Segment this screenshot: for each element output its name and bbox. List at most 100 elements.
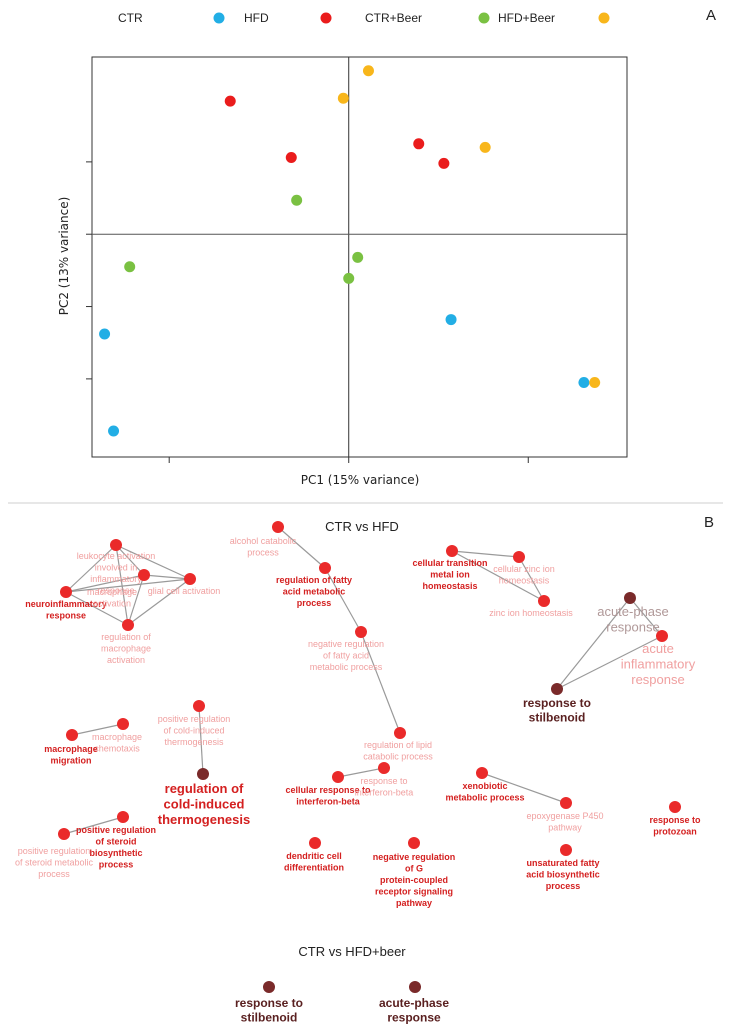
legend-marker xyxy=(598,12,610,24)
network-edge xyxy=(65,574,145,593)
network-node-label: inflammatory xyxy=(621,657,696,672)
network-node-label: differentiation xyxy=(284,863,344,873)
network-node-label: thermogenesis xyxy=(164,737,224,747)
data-point xyxy=(291,194,303,206)
network-node-label: macrophage xyxy=(101,644,151,654)
network-node-label: involved in xyxy=(95,563,138,573)
network-edge xyxy=(556,635,663,690)
network-node-dot xyxy=(378,762,390,774)
network-node: leukocyte activation involved ininflammat… xyxy=(77,539,156,596)
network-node-label: acute xyxy=(642,641,674,656)
panel-a-letter: A xyxy=(706,7,716,24)
network-node-label: process xyxy=(38,869,70,879)
network-node: cellular response to interferon-beta xyxy=(285,771,371,807)
network-edge xyxy=(277,526,326,569)
network-node-label: response to xyxy=(360,776,407,786)
network-node-label: neuroinflammatory xyxy=(25,599,107,609)
network-node-label: response xyxy=(97,586,134,596)
network-node-dot xyxy=(122,619,134,631)
network-node-label: positive regulation xyxy=(76,825,156,835)
network-node-label: of cold-induced xyxy=(163,726,224,736)
network-node-label: homeostasis xyxy=(499,576,550,586)
network-title-ctr-vs-hfd-beer: CTR vs HFD+beer xyxy=(298,944,406,959)
network-node-dot xyxy=(309,837,321,849)
network-edge xyxy=(65,578,191,593)
network-node-dot xyxy=(58,828,70,840)
network-node-label: metal ion xyxy=(430,570,470,580)
network-node-label: process xyxy=(297,598,332,608)
network-node-label: acute-phase xyxy=(379,996,449,1010)
network-node-label: negative regulation xyxy=(373,852,456,862)
network-node: xenobiotic metabolic process xyxy=(445,767,525,803)
network-node-label: interferon-beta xyxy=(355,788,414,798)
network-node-dot xyxy=(409,981,421,993)
network-node: cellular zinc ion homeostasis xyxy=(493,551,555,586)
network-node-dot xyxy=(538,595,550,607)
network-edge xyxy=(115,544,191,580)
network-node: positive regulation of steroid metabolicp… xyxy=(15,828,94,879)
network-edge xyxy=(451,550,545,602)
data-point xyxy=(224,95,236,107)
network-edge xyxy=(629,597,663,637)
network-title-ctr-vs-hfd: CTR vs HFD xyxy=(325,519,399,534)
network-node: response to protozoan xyxy=(649,801,701,837)
zero-lines xyxy=(92,57,627,457)
network-node-dot xyxy=(446,545,458,557)
network-node: macrophage chemotaxis xyxy=(92,718,142,754)
panel-b-enrichment-network: B CTR vs HFD CTR vs HFD+beer leukocyte a… xyxy=(15,514,714,1025)
network-node-label: catabolic process xyxy=(363,752,433,762)
panel-a-pca-plot: A CTR HFD CTR+Beer HFD+Beer PC1 (15% varian… xyxy=(57,7,716,487)
network-edge xyxy=(143,574,191,580)
network-node-label: migration xyxy=(50,756,91,766)
network-node-label: macrophage xyxy=(44,744,98,754)
network-edge xyxy=(71,723,124,736)
network-node: dendritic cell differentiation xyxy=(284,837,344,873)
network-node-label: positive regulation xyxy=(18,846,91,856)
network-node-dot xyxy=(332,771,344,783)
network-edge xyxy=(127,578,191,626)
network-node-label: of G xyxy=(405,864,423,874)
network-edge xyxy=(337,767,385,778)
network-node-label: interferon-beta xyxy=(296,797,361,807)
data-points xyxy=(99,65,601,437)
network-node-label: receptor signaling xyxy=(375,887,453,897)
network-node: unsaturated fatty acid biosyntheticproces… xyxy=(526,844,600,891)
data-point xyxy=(337,92,349,104)
network-node-label: of steroid xyxy=(95,837,136,847)
network-node: macrophage migration xyxy=(44,729,98,766)
network-node-dot xyxy=(138,569,150,581)
axis-ticks xyxy=(86,161,529,463)
network-node-label: glial cell activation xyxy=(148,586,221,596)
network-node: macrophage activation xyxy=(87,569,150,609)
network-node-label: epoxygenase P450 xyxy=(526,811,603,821)
network-node-dot xyxy=(272,521,284,533)
network-nodes: leukocyte activation involved in inflammat… xyxy=(15,521,701,1025)
data-point xyxy=(578,376,590,388)
network-node-label: dendritic cell xyxy=(286,851,342,861)
network-node-dot xyxy=(560,844,572,856)
network-node-label: cold-induced xyxy=(164,797,245,812)
network-node-label: stilbenoid xyxy=(241,1011,298,1025)
network-node-label: regulation of xyxy=(101,632,151,642)
network-node: response to interferon-beta xyxy=(355,762,414,798)
network-node-label: biosynthetic xyxy=(89,848,142,858)
data-point xyxy=(352,251,364,263)
network-edge xyxy=(556,597,631,690)
network-node-label: leukocyte activation xyxy=(77,551,156,561)
network-node-dot xyxy=(394,727,406,739)
network-node-label: stilbenoid xyxy=(529,711,586,725)
network-node-label: response to xyxy=(523,696,591,710)
network-node-dot xyxy=(355,626,367,638)
data-point xyxy=(413,138,425,150)
network-node-label: alcohol catabolic xyxy=(230,536,297,546)
network-node-label: cellular transition xyxy=(412,558,487,568)
network-node-label: pathway xyxy=(548,823,582,833)
network-node-label: acute-phase xyxy=(597,604,669,619)
network-node-label: cellular zinc ion xyxy=(493,564,555,574)
